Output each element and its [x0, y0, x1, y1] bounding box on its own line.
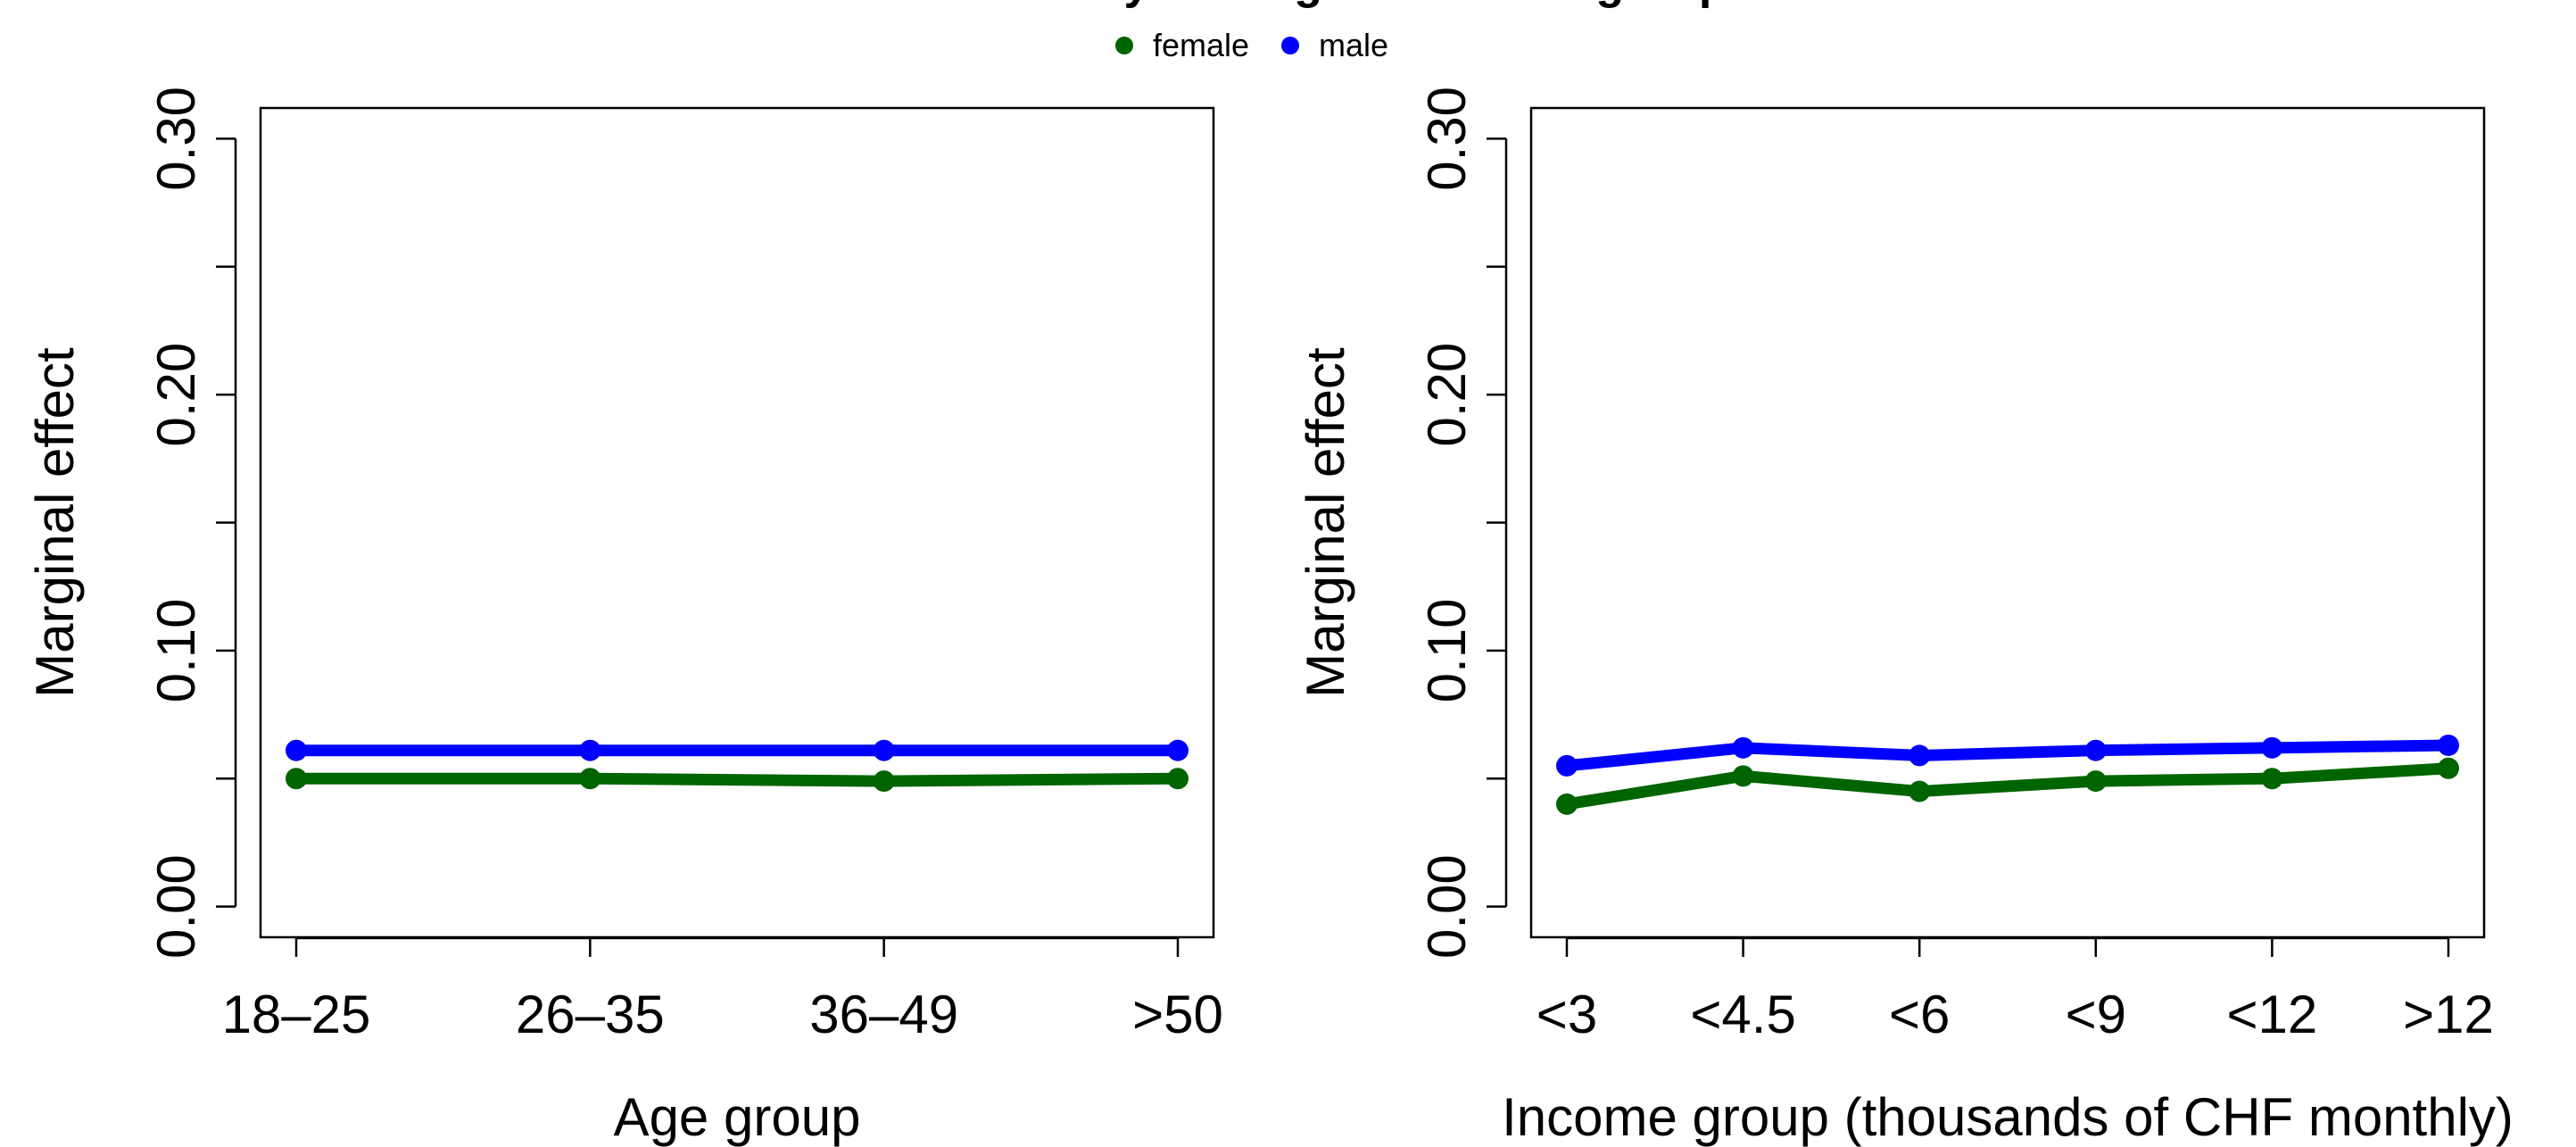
legend-item-female: female [1115, 27, 1249, 63]
data-point-male [1167, 739, 1189, 761]
y-axis-title: Marginal effect [1296, 347, 1355, 698]
chart-panel-2: 0.00 0.10 0.20 0.30 <3 <4.5 <6 <9 <12 >12 Income g… [1296, 87, 2514, 1147]
series-female [1556, 757, 2459, 815]
x-tick-label: >50 [1132, 985, 1223, 1044]
x-tick-label: >12 [2403, 985, 2494, 1044]
figure-title: does not vary with age or income group [848, 0, 1727, 9]
series-line-female [290, 772, 1184, 787]
y-tick-label: 0.10 [146, 598, 206, 702]
legend: female male [1115, 27, 1388, 63]
y-tick-label: 0.30 [1417, 87, 1477, 191]
series-male [286, 739, 1189, 761]
legend-marker-male [1281, 37, 1299, 54]
data-point-female [2438, 757, 2459, 779]
y-tick-label: 0.10 [1417, 598, 1477, 702]
x-tick-label: 36–49 [809, 985, 958, 1044]
series-line-male [1561, 739, 2455, 772]
data-point-female [1909, 780, 1931, 802]
y-tick-label: 0.00 [1417, 854, 1477, 959]
data-point-male [1909, 744, 1931, 767]
chart-panel-1: 0.00 0.10 0.20 0.30 18–25 26–35 36–49 >50 Age gr… [25, 87, 1223, 1147]
data-point-female [2084, 770, 2107, 793]
data-point-female [2261, 768, 2283, 790]
y-axis-title: Marginal effect [25, 347, 85, 698]
x-tick-label: 26–35 [516, 985, 665, 1044]
y-tick-label: 0.20 [1417, 343, 1477, 447]
legend-label-female: female [1153, 27, 1249, 63]
legend-label-male: male [1319, 27, 1388, 63]
chart-panels: 0.00 0.10 0.20 0.30 18–25 26–35 36–49 >50 Age gr… [25, 87, 2514, 1147]
data-point-male [286, 739, 307, 761]
data-point-male [2261, 736, 2283, 759]
series-line-female [1561, 762, 2455, 810]
data-point-male [873, 739, 895, 761]
x-tick-label: 18–25 [222, 985, 371, 1044]
x-tick-label: <4.5 [1690, 985, 1795, 1044]
x-tick-label: <6 [1889, 985, 1950, 1044]
data-point-female [1732, 765, 1754, 787]
y-tick-label: 0.00 [146, 854, 206, 959]
series-female [286, 768, 1189, 793]
legend-item-male: male [1281, 27, 1388, 63]
data-point-male [1732, 736, 1754, 759]
y-tick-label: 0.20 [146, 343, 206, 447]
x-tick-label: <3 [1536, 985, 1597, 1044]
data-point-male [1556, 754, 1578, 777]
plot-frame [1529, 106, 2486, 939]
data-point-male [579, 739, 601, 761]
legend-marker-female [1115, 37, 1133, 54]
data-point-female [286, 768, 307, 790]
y-tick-label: 0.30 [146, 87, 206, 191]
plot-frame [259, 106, 1215, 939]
data-point-female [579, 768, 601, 790]
data-point-male [2438, 734, 2459, 756]
x-axis-title: Income group (thousands of CHF monthly) [1502, 1087, 2514, 1147]
series-male [1556, 734, 2459, 777]
data-point-female [1167, 768, 1189, 790]
x-axis-title: Age group [614, 1087, 861, 1147]
x-tick-label: <9 [2066, 985, 2126, 1044]
data-point-female [873, 770, 895, 793]
data-point-male [2084, 739, 2107, 761]
data-point-female [1556, 793, 1578, 815]
x-tick-label: <12 [2227, 985, 2318, 1044]
